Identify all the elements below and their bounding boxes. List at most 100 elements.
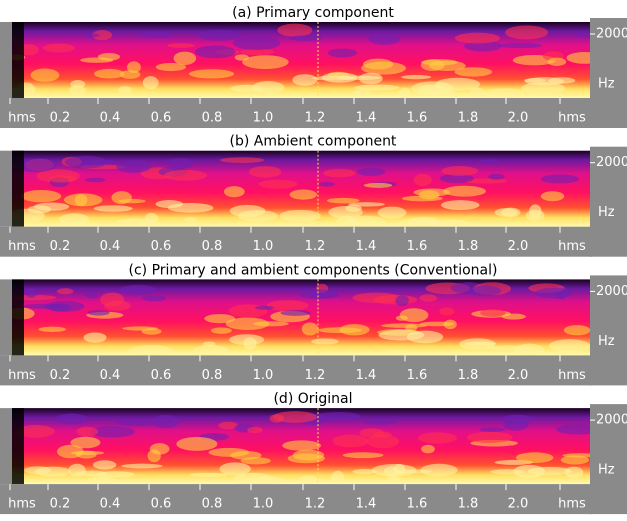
time-label: 1.8 <box>458 368 479 383</box>
spectral-blob <box>152 415 179 428</box>
spectral-blob <box>316 412 361 421</box>
figure: (a) Primary componenthms0.20.40.60.81.01… <box>0 0 627 521</box>
time-label: hms <box>558 111 586 126</box>
time-label: 1.2 <box>305 368 326 383</box>
spectral-blob <box>277 24 312 37</box>
spectral-blob <box>443 186 486 197</box>
left-strip <box>0 279 12 355</box>
spectral-blob <box>302 322 319 335</box>
spectral-blob <box>357 168 385 176</box>
spectral-blob <box>76 471 107 477</box>
time-label: 2.0 <box>508 368 529 383</box>
spectral-blob <box>418 432 457 443</box>
freq-label: Hz <box>598 334 615 349</box>
freq-label: Hz <box>598 77 615 92</box>
panel-title: (c) Primary and ambient components (Conv… <box>129 262 498 278</box>
spectral-blob <box>396 469 432 473</box>
spectral-blob <box>145 213 159 224</box>
spectral-blob <box>116 419 155 426</box>
spectral-blob <box>220 157 264 163</box>
spectral-blob <box>561 455 589 464</box>
time-label: 0.8 <box>202 497 223 512</box>
spectral-blob <box>247 427 263 433</box>
spectral-blob <box>455 33 500 44</box>
time-label: 1.4 <box>356 368 377 383</box>
time-label: 1.2 <box>305 239 326 254</box>
spectral-blob <box>439 307 454 315</box>
spectral-blob <box>43 44 75 53</box>
time-label: 1.2 <box>305 497 326 512</box>
spectral-blob <box>252 81 284 94</box>
spectral-blob <box>354 85 399 91</box>
spectral-blob <box>71 451 104 455</box>
spectral-blob <box>94 205 133 211</box>
time-label: 0.2 <box>50 368 71 383</box>
time-label: 1.4 <box>356 497 377 512</box>
spectral-blob <box>39 327 67 332</box>
time-label: 0.6 <box>151 368 172 383</box>
panel-title: (b) Ambient component <box>230 134 397 150</box>
spectral-blob <box>467 432 513 443</box>
spectral-blob <box>352 90 371 95</box>
spectral-blob <box>93 460 116 469</box>
spectral-blob <box>189 69 234 78</box>
spectral-blob <box>242 55 288 69</box>
time-label: hms <box>558 368 586 383</box>
spectral-blob <box>176 437 217 451</box>
time-label: 1.8 <box>458 497 479 512</box>
left-strip <box>0 22 12 98</box>
time-label: 1.0 <box>253 368 274 383</box>
spectral-blob <box>388 350 407 354</box>
spectral-blob <box>249 166 282 178</box>
spectral-blob <box>421 445 435 454</box>
spectral-blob <box>292 74 317 86</box>
left-strip <box>0 151 12 227</box>
spectral-blob <box>279 210 321 222</box>
spectral-blob <box>548 58 567 66</box>
time-label: 1.6 <box>407 497 428 512</box>
freq-label: 2000 <box>596 413 627 428</box>
spectral-blob <box>362 420 398 425</box>
spectral-blob <box>88 476 115 485</box>
spectral-blob <box>319 182 335 187</box>
spectral-blob <box>327 198 360 204</box>
spectral-blob <box>505 25 548 39</box>
time-label: 0.6 <box>151 497 172 512</box>
spectral-blob <box>224 186 245 197</box>
time-label: 2.0 <box>508 497 529 512</box>
time-label: hms <box>8 239 36 254</box>
spectral-blob <box>541 174 579 183</box>
time-label: 1.6 <box>407 368 428 383</box>
spectral-blob <box>367 434 399 448</box>
spectral-blob <box>311 338 339 344</box>
time-label: 0.8 <box>202 111 223 126</box>
spectral-blob <box>70 437 100 449</box>
time-label: 0.6 <box>151 239 172 254</box>
spectral-blob <box>55 414 87 425</box>
spectral-blob <box>85 33 100 37</box>
spectral-blob <box>156 63 186 71</box>
spectral-blob <box>332 434 369 447</box>
spectral-blob <box>85 292 99 299</box>
time-label: hms <box>8 497 36 512</box>
spectral-blob <box>322 72 358 82</box>
spectral-blob <box>502 314 526 320</box>
spectral-blob <box>541 191 564 201</box>
dark-edge <box>12 22 24 98</box>
spectral-blob <box>421 59 458 65</box>
spectral-blob <box>528 467 572 475</box>
spectral-blob <box>343 452 384 458</box>
spectral-blob <box>503 419 528 431</box>
spectral-blob <box>211 327 232 333</box>
spectral-blob <box>150 443 170 454</box>
spectral-blob <box>441 200 479 210</box>
time-label: 1.4 <box>356 111 377 126</box>
spectral-blob <box>387 476 400 481</box>
time-label: 1.2 <box>305 111 326 126</box>
panel: (d) Originalhms0.20.40.60.81.01.21.41.61… <box>0 391 627 514</box>
panel: (c) Primary and ambient components (Conv… <box>0 262 627 385</box>
spectral-blob <box>90 160 116 165</box>
spectral-blob <box>480 309 505 317</box>
time-axis <box>0 98 592 128</box>
